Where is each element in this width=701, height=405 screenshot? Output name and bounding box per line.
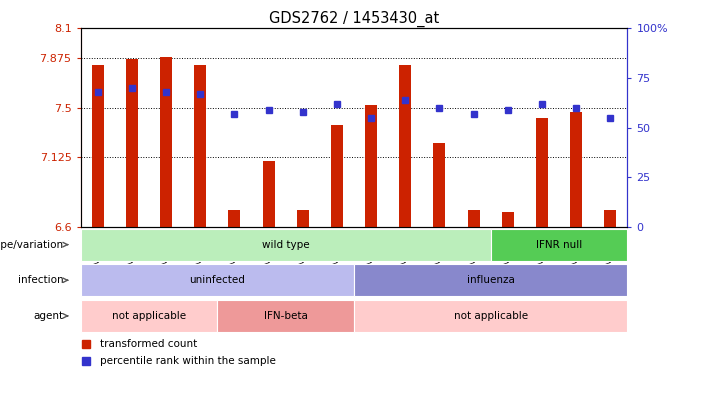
Bar: [81, 300, 217, 332]
Text: agent: agent: [33, 311, 63, 321]
Bar: [365, 105, 377, 227]
Bar: [263, 161, 275, 227]
Bar: [160, 58, 172, 227]
Bar: [81, 228, 491, 261]
Bar: [194, 65, 206, 227]
Text: IFNR null: IFNR null: [536, 240, 582, 249]
Bar: [354, 300, 627, 332]
Text: genotype/variation: genotype/variation: [0, 240, 63, 249]
Text: IFN-beta: IFN-beta: [264, 311, 308, 321]
Text: percentile rank within the sample: percentile rank within the sample: [100, 356, 275, 366]
Bar: [354, 264, 627, 296]
Bar: [229, 210, 240, 227]
Bar: [491, 228, 627, 261]
Text: wild type: wild type: [262, 240, 309, 249]
Text: not applicable: not applicable: [112, 311, 186, 321]
Text: influenza: influenza: [467, 275, 515, 285]
Bar: [81, 264, 354, 296]
Bar: [217, 300, 354, 332]
Text: infection: infection: [18, 275, 63, 285]
Bar: [126, 59, 138, 227]
Bar: [433, 143, 445, 227]
Bar: [570, 112, 582, 227]
Bar: [468, 210, 479, 227]
Bar: [536, 118, 548, 227]
Bar: [400, 65, 411, 227]
Bar: [604, 210, 616, 227]
Bar: [502, 212, 514, 227]
Title: GDS2762 / 1453430_at: GDS2762 / 1453430_at: [269, 11, 439, 27]
Bar: [297, 210, 308, 227]
Text: not applicable: not applicable: [454, 311, 528, 321]
Bar: [331, 125, 343, 227]
Text: uninfected: uninfected: [189, 275, 245, 285]
Text: transformed count: transformed count: [100, 339, 197, 349]
Bar: [92, 65, 104, 227]
